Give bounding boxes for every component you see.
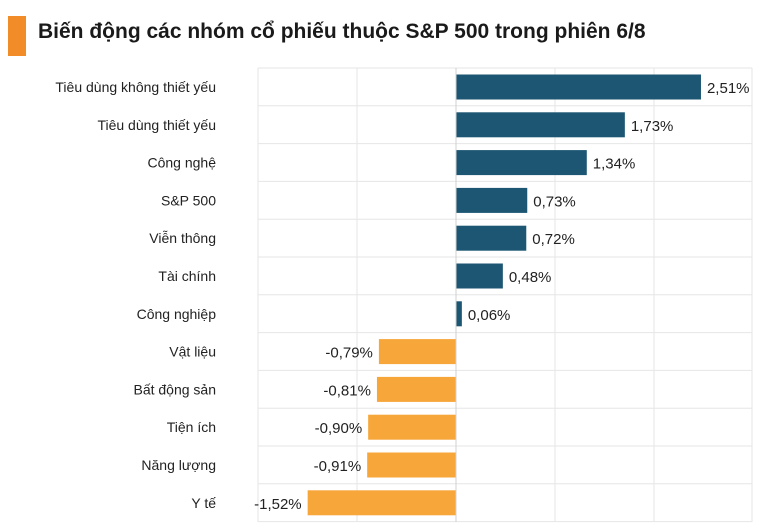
category-label: Công nghiệp (137, 306, 217, 322)
bar (456, 74, 701, 100)
category-label: Tiêu dùng không thiết yếu (55, 79, 216, 95)
category-label: S&P 500 (161, 192, 216, 208)
category-label: Công nghệ (147, 155, 216, 171)
value-label: -0,90% (315, 420, 363, 437)
bar (456, 150, 587, 176)
category-label: Bất động sản (133, 381, 216, 397)
category-label: Tiêu dùng thiết yếu (97, 117, 216, 133)
bar (456, 187, 528, 213)
value-label: -0,91% (314, 458, 362, 475)
value-label: 2,51% (707, 80, 750, 97)
category-label: Y tế (191, 495, 216, 511)
value-label: 0,72% (532, 231, 575, 248)
value-label: -1,52% (254, 496, 302, 513)
bar (368, 414, 456, 440)
bar (378, 339, 456, 365)
value-label: -0,81% (323, 382, 371, 399)
title-accent-bar (8, 16, 26, 56)
value-label: 0,06% (468, 307, 511, 324)
value-label: -0,79% (325, 345, 373, 362)
category-label: Viễn thông (149, 230, 216, 246)
value-label: 1,73% (631, 118, 674, 135)
category-label: Vật liệu (169, 344, 216, 360)
chart-title: Biến động các nhóm cổ phiếu thuộc S&P 50… (38, 20, 646, 43)
bar (376, 376, 456, 402)
bar (456, 263, 503, 289)
value-label: 0,73% (533, 193, 576, 210)
category-label: Tài chính (158, 268, 216, 284)
bar (456, 301, 462, 327)
bar (456, 225, 527, 251)
bar (456, 112, 625, 138)
category-label: Tiện ích (167, 419, 216, 435)
category-label: Năng lượng (141, 457, 216, 473)
value-label: 1,34% (593, 156, 636, 173)
value-label: 0,48% (509, 269, 552, 286)
bar (307, 490, 456, 516)
bar (367, 452, 456, 478)
gridlines (257, 67, 753, 523)
